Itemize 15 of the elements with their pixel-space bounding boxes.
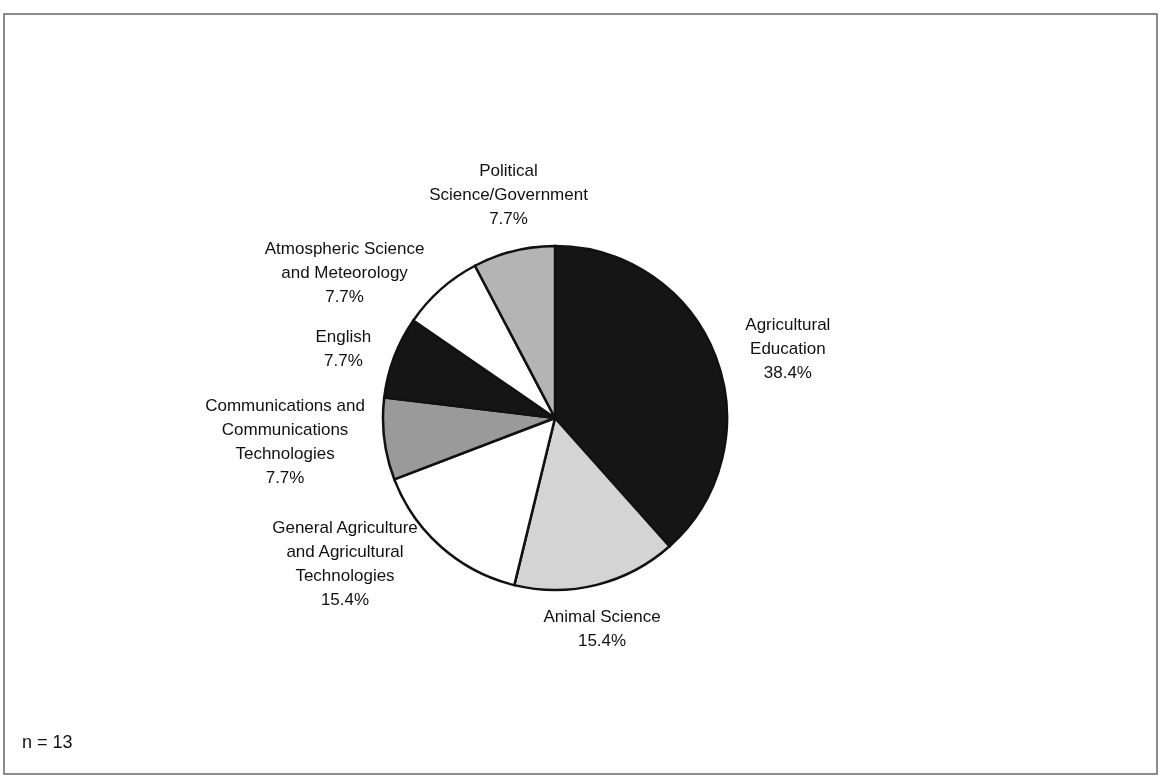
slice-label: General Agriculture and Agricultural Technologies [272, 517, 418, 585]
slice-label: Animal Science [543, 607, 661, 627]
data-label: 7.7% [325, 286, 364, 306]
data-label: 7.7% [265, 467, 305, 487]
data-label: 38.4% [763, 362, 812, 382]
slice-label: English [315, 327, 372, 347]
data-label: 7.7% [324, 351, 363, 371]
slice-label: Communications and Communications Technologies [205, 395, 365, 463]
slice-label: Agricultural Education [745, 314, 831, 358]
data-label: 15.4% [577, 631, 627, 651]
slice-label: Atmospheric Science and Meteorology [264, 238, 425, 282]
slice-label: Political Science/Government [429, 160, 589, 204]
data-label: 15.4% [320, 589, 370, 609]
text: n = 13 [22, 732, 73, 752]
data-label: 7.7% [489, 208, 528, 228]
